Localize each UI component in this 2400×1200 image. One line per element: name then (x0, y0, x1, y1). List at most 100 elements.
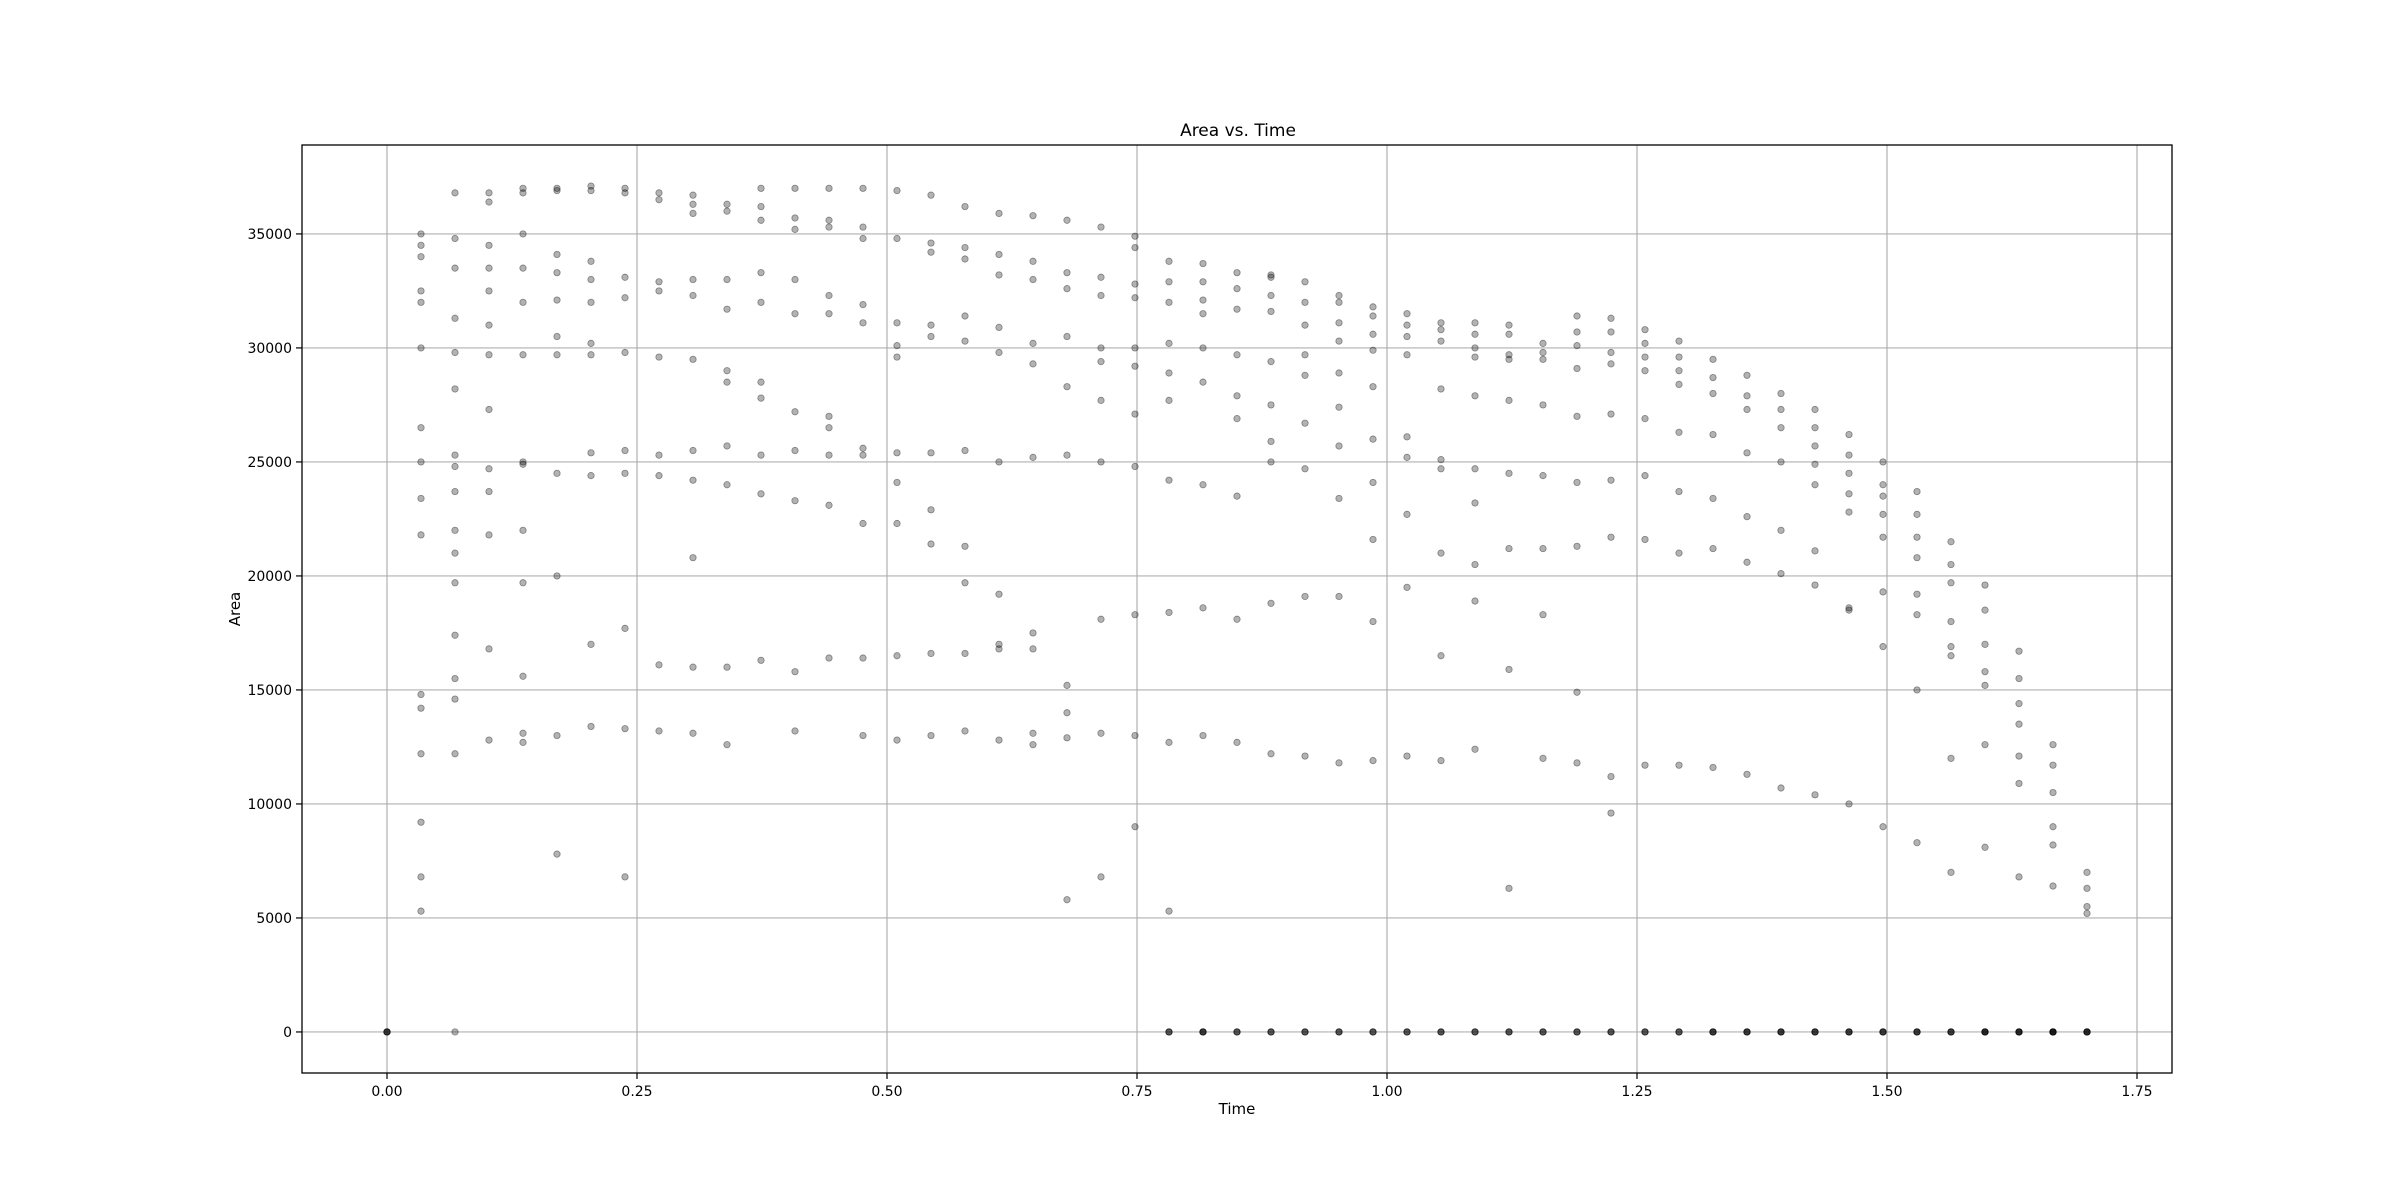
data-point (757, 202, 765, 211)
data-point (1675, 1028, 1683, 1036)
data-point (1573, 759, 1581, 767)
data-point (1437, 757, 1445, 765)
data-point (1097, 273, 1105, 281)
data-point (2049, 841, 2057, 849)
data-point (723, 200, 731, 208)
data-point (1879, 643, 1887, 651)
data-point (1029, 360, 1037, 368)
data-point (791, 225, 799, 233)
data-point (757, 184, 765, 192)
data-point (451, 631, 459, 639)
data-point (1743, 770, 1751, 778)
data-point (1641, 1028, 1649, 1036)
data-point (859, 444, 867, 452)
data-point (1471, 597, 1479, 605)
data-point (927, 248, 935, 256)
data-point (1165, 257, 1173, 265)
data-point (1131, 294, 1139, 302)
data-point (1403, 1028, 1411, 1036)
data-point (1947, 868, 1955, 876)
data-point (791, 310, 799, 318)
data-point (723, 275, 731, 284)
data-point (893, 342, 901, 350)
data-point (1165, 1028, 1173, 1036)
data-point (1301, 298, 1309, 306)
data-point (927, 506, 935, 514)
data-point (417, 298, 425, 306)
data-point (859, 731, 867, 740)
data-point (1335, 291, 1343, 300)
data-point (1301, 351, 1309, 359)
x-tick-label: 1.50 (1871, 1084, 1902, 1100)
data-point (1131, 344, 1139, 352)
y-tick-label: 5000 (256, 911, 292, 927)
data-point (1573, 312, 1581, 320)
data-point (1063, 734, 1071, 742)
data-point (723, 207, 731, 215)
data-point (1369, 617, 1377, 626)
data-point (1913, 611, 1921, 619)
data-point (1029, 629, 1037, 637)
x-tick-label: 0.50 (871, 1084, 902, 1100)
data-point (1199, 1028, 1207, 1036)
data-point (1573, 688, 1581, 696)
data-point (1947, 617, 1955, 626)
data-point (859, 451, 867, 459)
data-point (1845, 1028, 1853, 1036)
data-point (1165, 738, 1173, 746)
data-point (451, 451, 459, 459)
data-point (757, 216, 765, 224)
data-point (1437, 385, 1445, 393)
data-point (417, 458, 425, 466)
data-point (689, 729, 697, 737)
data-point (2083, 1028, 2091, 1036)
data-point (1845, 469, 1853, 477)
data-point (1811, 581, 1819, 589)
data-point (1675, 380, 1683, 389)
data-point (1267, 271, 1275, 279)
data-point (1335, 494, 1343, 503)
data-point (2083, 1028, 2091, 1036)
data-point (825, 424, 833, 432)
data-point (1981, 606, 1989, 614)
data-point (417, 424, 425, 432)
data-point (1505, 396, 1513, 404)
data-point (1131, 731, 1139, 740)
data-point (825, 291, 833, 300)
data-point (1131, 823, 1139, 831)
data-point (1267, 1028, 1275, 1036)
data-point (1505, 351, 1513, 359)
data-point (587, 275, 595, 284)
data-point (893, 519, 901, 528)
data-point (1369, 1028, 1377, 1036)
data-point (689, 209, 697, 218)
data-point (1811, 424, 1819, 432)
data-point (1403, 510, 1411, 518)
data-point (1471, 344, 1479, 352)
data-point (383, 1028, 391, 1036)
data-point (1573, 342, 1581, 350)
data-point (1063, 269, 1071, 277)
data-point (1335, 442, 1343, 450)
data-point (1709, 1028, 1717, 1036)
data-point (655, 472, 663, 480)
data-point (1471, 465, 1479, 473)
data-point (1233, 351, 1241, 359)
data-point (1913, 487, 1921, 496)
data-point (723, 442, 731, 450)
data-point (1981, 640, 1989, 648)
data-point (1675, 337, 1683, 345)
data-point (1165, 278, 1173, 286)
data-point (1233, 738, 1241, 746)
data-point (1743, 1028, 1751, 1036)
data-point (791, 214, 799, 222)
data-point (1913, 554, 1921, 562)
chart-title: Area vs. Time (1180, 121, 1296, 141)
data-point (451, 189, 459, 197)
data-point (1199, 1028, 1207, 1036)
data-point (485, 465, 493, 473)
data-point (1301, 278, 1309, 286)
data-point (1811, 442, 1819, 450)
data-point (1199, 278, 1207, 286)
data-point (1947, 1028, 1955, 1036)
